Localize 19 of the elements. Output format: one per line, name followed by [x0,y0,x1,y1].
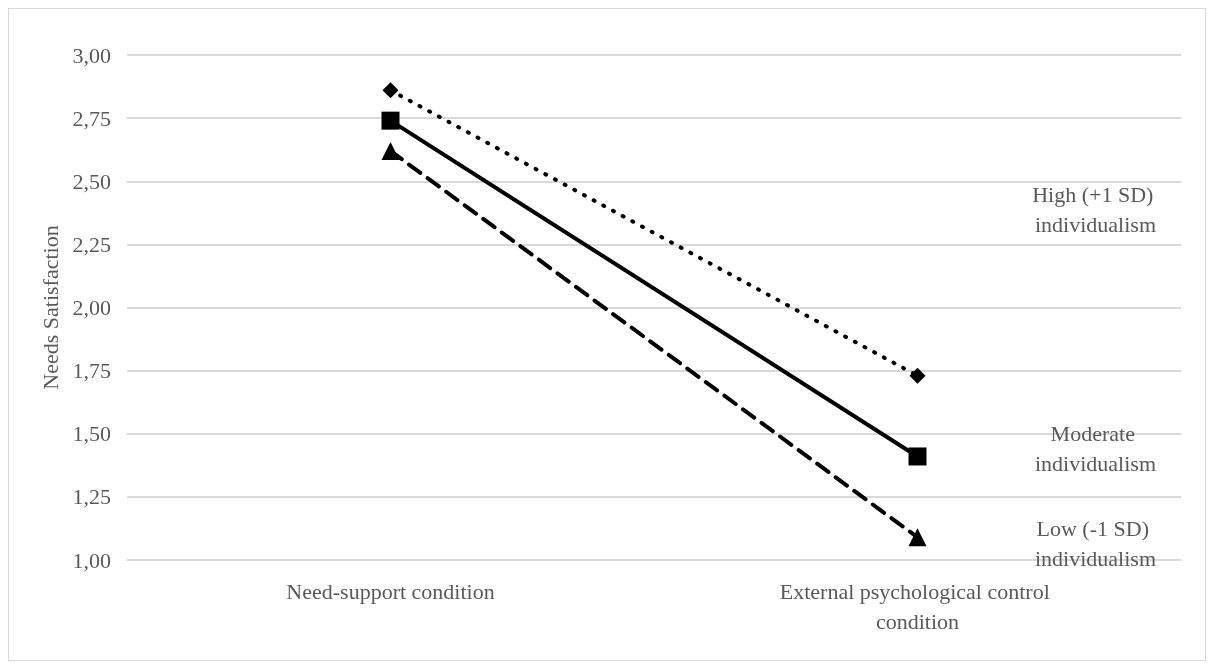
y-tick-label: 3,00 [72,42,111,68]
y-tick-label: 1,50 [72,421,111,447]
point [382,82,399,99]
y-axis-title: Needs Satisfaction [38,225,64,390]
point [908,447,927,466]
point [381,111,400,130]
x-tick-label: Need-support condition [286,578,495,604]
y-tick-label: 2,00 [72,295,111,320]
y-tick-label: 2,50 [72,168,111,194]
text: Low (-1 SD) individualism [1035,515,1156,571]
y-tick-label: 2,25 [72,231,111,257]
y-tick-label: 1,00 [72,547,111,573]
text: Moderate individualism [1035,420,1156,476]
text: High (+1 SD) individualism [1032,182,1159,238]
y-tick-label: 2,75 [72,105,111,131]
y-tick-label: 1,25 [72,484,111,510]
y-tick-label: 1,75 [72,358,111,384]
x-tick-label: External psychological control condition [779,578,1056,634]
point [909,367,926,384]
